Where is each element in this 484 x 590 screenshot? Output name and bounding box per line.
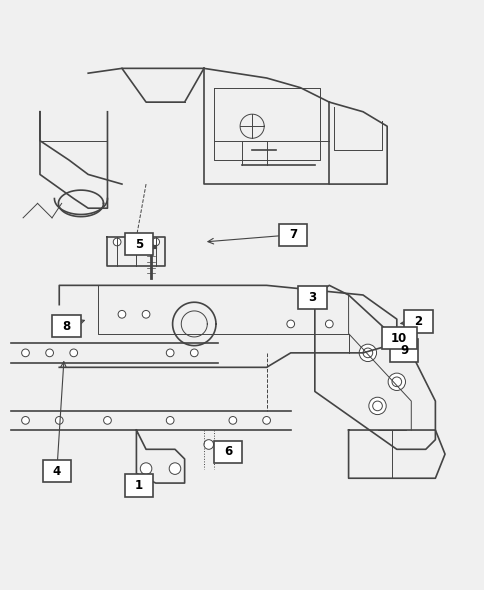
Circle shape: [166, 349, 174, 357]
Circle shape: [391, 377, 401, 386]
FancyBboxPatch shape: [124, 474, 153, 497]
Text: 2: 2: [414, 315, 422, 328]
Circle shape: [286, 320, 294, 328]
Circle shape: [132, 238, 140, 246]
Circle shape: [190, 349, 198, 357]
FancyBboxPatch shape: [381, 327, 416, 349]
Text: 7: 7: [288, 228, 297, 241]
Text: 5: 5: [135, 238, 143, 251]
Circle shape: [118, 310, 125, 318]
Circle shape: [22, 349, 30, 357]
Circle shape: [325, 320, 333, 328]
Text: 9: 9: [399, 344, 408, 357]
Circle shape: [368, 397, 385, 415]
Circle shape: [22, 417, 30, 424]
FancyBboxPatch shape: [52, 315, 80, 337]
FancyBboxPatch shape: [124, 233, 153, 255]
Circle shape: [104, 417, 111, 424]
Text: 6: 6: [224, 445, 232, 458]
FancyBboxPatch shape: [404, 310, 432, 333]
Text: 8: 8: [62, 320, 71, 333]
Circle shape: [359, 344, 376, 362]
FancyBboxPatch shape: [213, 441, 242, 463]
Text: 3: 3: [308, 291, 316, 304]
Circle shape: [166, 417, 174, 424]
Circle shape: [45, 349, 53, 357]
Text: 10: 10: [390, 332, 407, 345]
Circle shape: [142, 310, 150, 318]
Circle shape: [151, 238, 159, 246]
Circle shape: [372, 401, 381, 411]
Circle shape: [203, 440, 213, 450]
Circle shape: [228, 417, 236, 424]
FancyBboxPatch shape: [278, 224, 307, 246]
Circle shape: [363, 348, 372, 358]
FancyBboxPatch shape: [389, 339, 417, 362]
FancyBboxPatch shape: [43, 460, 71, 482]
Circle shape: [55, 417, 63, 424]
FancyBboxPatch shape: [298, 286, 326, 309]
Circle shape: [113, 238, 121, 246]
Text: 4: 4: [53, 464, 61, 477]
Text: 1: 1: [135, 479, 143, 492]
Circle shape: [387, 373, 405, 391]
Circle shape: [262, 417, 270, 424]
Circle shape: [70, 349, 77, 357]
Circle shape: [140, 463, 151, 474]
Circle shape: [169, 463, 181, 474]
